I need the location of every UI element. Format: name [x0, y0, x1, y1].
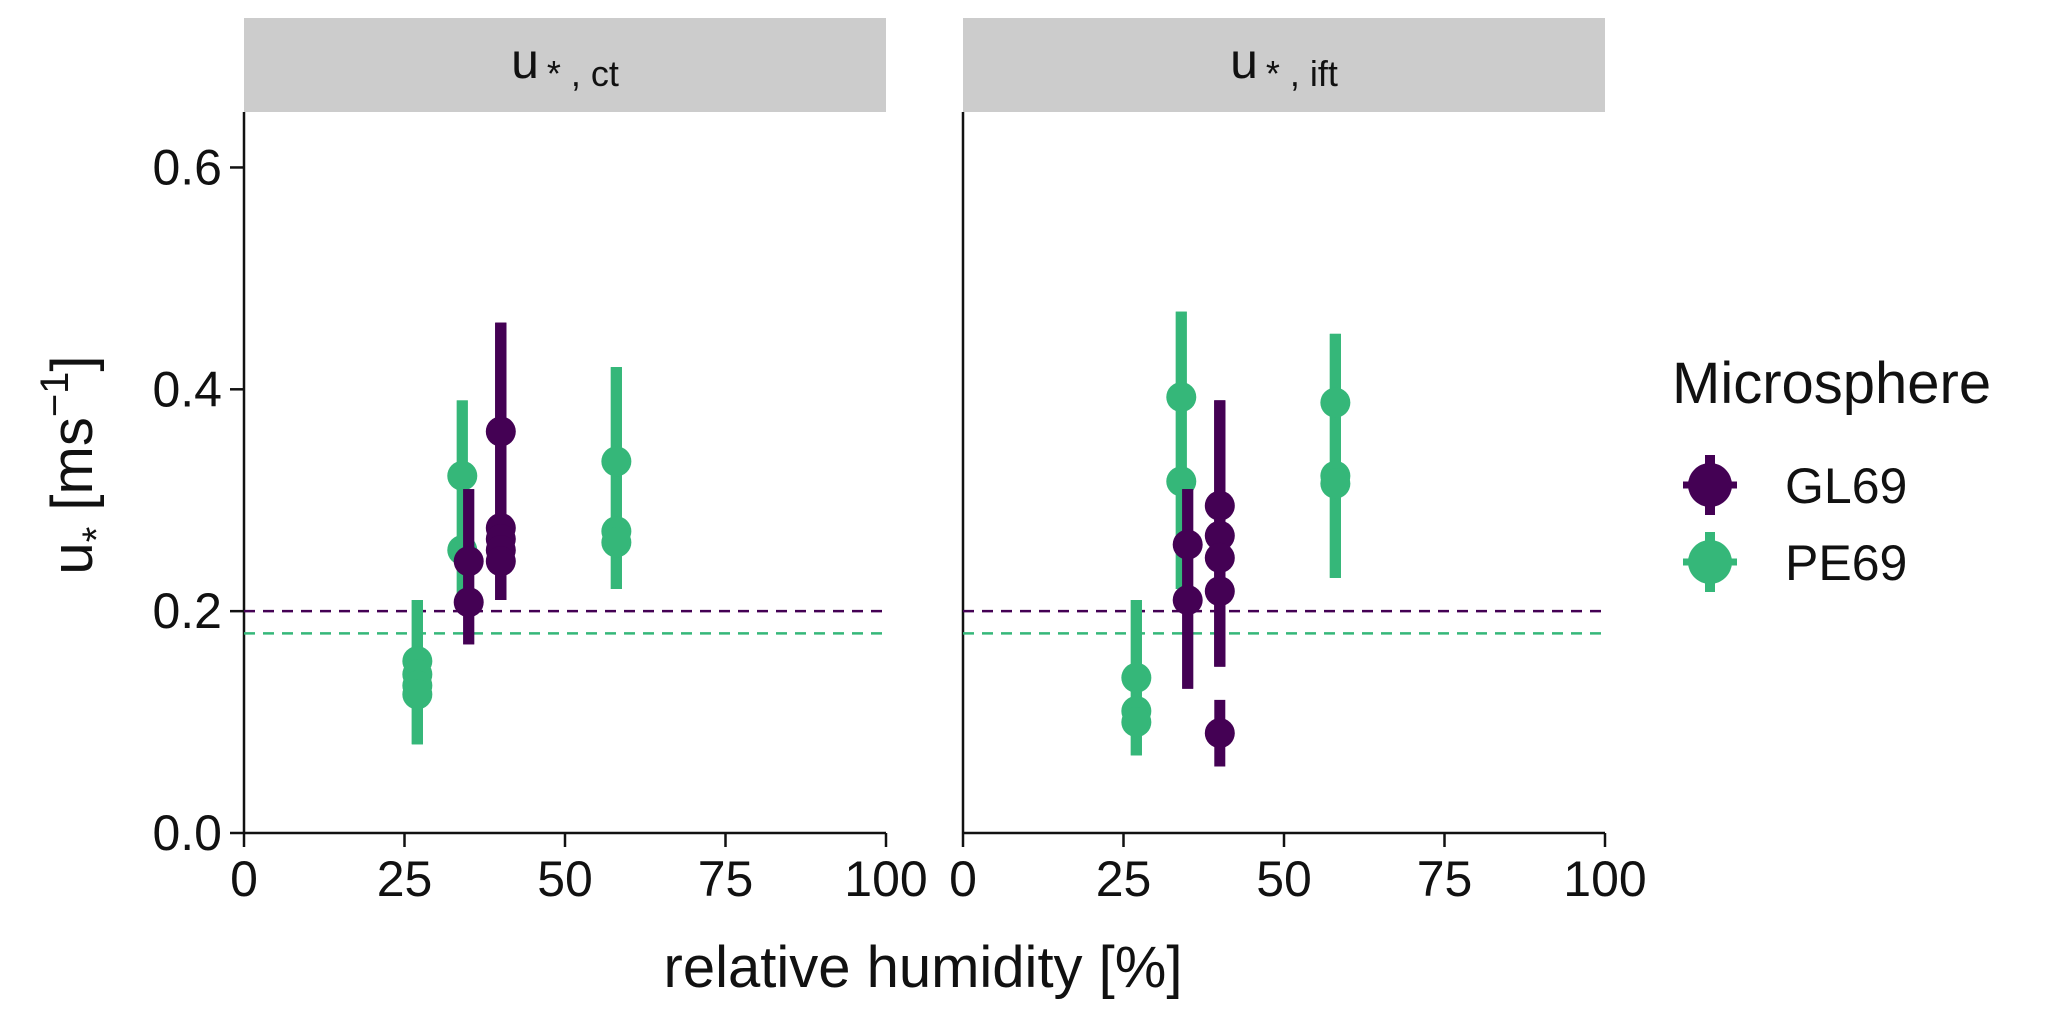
legend-label: PE69 — [1785, 535, 1907, 591]
data-point — [402, 679, 433, 710]
y-axis-title-main: u — [40, 542, 105, 574]
data-point — [1172, 529, 1203, 560]
strip-label-main: u — [1230, 33, 1258, 89]
data-point — [1121, 707, 1152, 738]
x-tick-label: 25 — [377, 851, 433, 907]
y-tick-label: 0.4 — [152, 361, 222, 417]
x-tick-label: 0 — [230, 851, 258, 907]
data-point — [453, 587, 484, 618]
data-point — [1204, 718, 1235, 749]
x-tick-label: 100 — [1563, 851, 1646, 907]
legend: Microsphere GL69 PE69 — [1672, 351, 1991, 592]
x-axis-title: relative humidity [%] — [664, 935, 1183, 1000]
y-axis: 0.0 0.2 0.4 0.6 — [152, 139, 244, 861]
x-tick-label: 25 — [1096, 851, 1152, 907]
y-tick-label: 0.6 — [152, 139, 222, 195]
legend-entries: GL69 PE69 — [1683, 455, 1907, 592]
series-gl69 — [1172, 400, 1235, 767]
x-tick-label: 50 — [1256, 851, 1312, 907]
data-point — [1204, 520, 1235, 551]
strip-label: u * , ct — [511, 33, 619, 94]
legend-title: Microsphere — [1672, 351, 1991, 416]
legend-entry-pe69: PE69 — [1683, 532, 1907, 592]
x-tick-label: 100 — [844, 851, 927, 907]
series-pe69 — [402, 367, 632, 745]
data-point — [453, 546, 484, 577]
data-point — [1204, 542, 1235, 573]
legend-entry-gl69: GL69 — [1683, 455, 1907, 515]
y-axis-title-sub: * — [75, 527, 119, 543]
data-point — [447, 460, 478, 491]
strip-label-sub: * , ct — [547, 53, 619, 94]
data-point — [1172, 585, 1203, 616]
series-gl69 — [453, 322, 516, 645]
legend-key-point — [1688, 540, 1732, 584]
data-point — [1166, 466, 1197, 497]
strip-label-main: u — [511, 33, 539, 89]
data-point — [601, 527, 632, 558]
panel-2: u * , ift 0 25 50 75 100 — [949, 18, 1647, 907]
strip-background — [963, 18, 1605, 112]
legend-key-point — [1688, 463, 1732, 507]
y-axis-title-unit-close: ] — [40, 355, 105, 371]
y-tick-label: 0.2 — [152, 583, 222, 639]
data-point — [485, 546, 516, 577]
x-tick-label: 50 — [537, 851, 593, 907]
y-axis-title-unit-sup: −1 — [33, 372, 77, 418]
x-tick-label: 75 — [698, 851, 754, 907]
data-point — [601, 446, 632, 477]
strip-label: u * , ift — [1230, 33, 1338, 94]
y-axis-title-unit-open: [ms — [40, 417, 105, 527]
y-tick-label: 0.0 — [152, 805, 222, 861]
legend-label: GL69 — [1785, 458, 1907, 514]
panel-1: u * , ct 0 25 50 75 100 — [230, 18, 928, 907]
data-point — [1320, 387, 1351, 418]
series-pe69 — [1121, 311, 1351, 756]
data-point — [1166, 382, 1197, 413]
y-axis-title: u* [ms−1] — [33, 355, 119, 574]
data-point — [1204, 490, 1235, 521]
data-point — [485, 416, 516, 447]
data-point — [1320, 468, 1351, 499]
strip-background — [244, 18, 886, 112]
x-tick-label: 75 — [1417, 851, 1473, 907]
strip-label-sub: * , ift — [1266, 53, 1338, 94]
data-point — [1121, 662, 1152, 693]
x-tick-label: 0 — [949, 851, 977, 907]
data-point — [1204, 576, 1235, 607]
